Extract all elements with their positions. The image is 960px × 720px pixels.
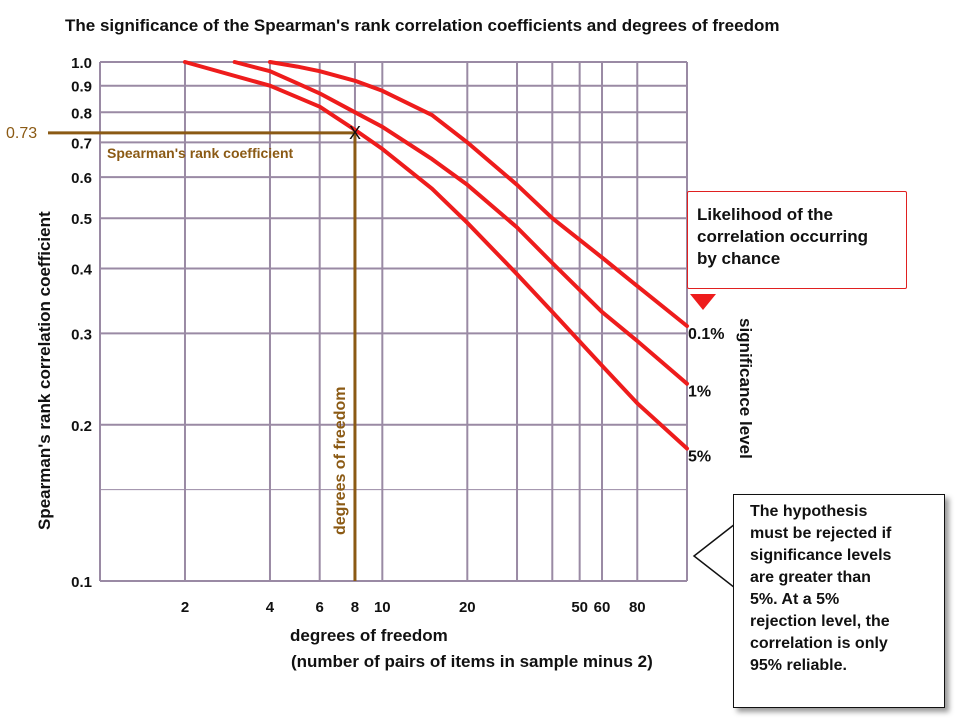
- y-axis-label: Spearman's rank correlation coefficient: [35, 211, 54, 530]
- x-tick-labels: 2 4 6 8 10 20 50 60 80: [181, 599, 646, 616]
- y-tick-label: 0.6: [71, 170, 92, 187]
- likelihood-line: correlation occurring: [697, 227, 868, 246]
- rejection-line: The hypothesis: [750, 503, 868, 520]
- grid-lines: [99, 61, 688, 582]
- rejection-line: must be rejected if: [750, 525, 892, 542]
- curve-labels: 0.1% 1% 5%: [688, 326, 724, 466]
- significance-level-label: significance level: [736, 318, 755, 459]
- marker-h-label: Spearman's rank coefficient: [107, 145, 294, 161]
- curve-series: [232, 60, 689, 386]
- y-tick-label: 0.2: [71, 418, 92, 435]
- marker-v-label: degrees of freedom: [332, 387, 349, 535]
- red-arrow-icon: [690, 294, 716, 310]
- y-tick-label: 0.7: [71, 135, 92, 152]
- plot-area: [100, 62, 687, 581]
- y-tick-labels: 0.1 0.2 0.3 0.4 0.5 0.6 0.7 0.8 0.9 1.0: [71, 55, 93, 591]
- x-tick-label: 4: [266, 599, 275, 616]
- y-tick-label: 0.3: [71, 326, 92, 343]
- x-tick-label: 6: [316, 599, 324, 616]
- series-label: 0.1%: [688, 326, 724, 343]
- y-tick-label: 0.4: [71, 262, 93, 279]
- x-tick-label: 60: [594, 599, 611, 616]
- rejection-line: are greater than: [750, 569, 871, 586]
- curve-series: [268, 60, 689, 328]
- y-tick-label: 0.5: [71, 211, 92, 228]
- rejection-line: 95% reliable.: [750, 657, 847, 674]
- rejection-line: rejection level, the: [750, 613, 890, 630]
- x-tick-label: 80: [629, 599, 646, 616]
- marker-y-label: 0.73: [6, 125, 37, 142]
- callout-pointer: [692, 522, 736, 590]
- significance-curves: [183, 60, 689, 451]
- curve-series: [183, 60, 689, 451]
- x-axis-label: degrees of freedom: [290, 626, 448, 645]
- x-tick-label: 20: [459, 599, 476, 616]
- chart-title: The significance of the Spearman's rank …: [65, 16, 779, 35]
- x-axis-sublabel: (number of pairs of items in sample minu…: [291, 652, 653, 671]
- marker-x-symbol: X: [349, 123, 361, 143]
- likelihood-callout: Likelihood of the correlation occurring …: [687, 191, 907, 289]
- x-tick-label: 8: [351, 599, 359, 616]
- rejection-line: correlation is only: [750, 635, 888, 652]
- rejection-callout: The hypothesis must be rejected if signi…: [733, 494, 945, 708]
- rejection-line: significance levels: [750, 547, 892, 564]
- y-tick-label: 0.8: [71, 105, 92, 122]
- x-tick-label: 50: [571, 599, 588, 616]
- y-tick-label: 1.0: [71, 55, 92, 72]
- rejection-line: 5%. At a 5%: [750, 591, 840, 608]
- series-label: 5%: [688, 449, 711, 466]
- y-tick-label: 0.9: [71, 79, 92, 96]
- likelihood-line: by chance: [697, 249, 781, 268]
- marker-guides: [48, 131, 357, 581]
- y-tick-label: 0.1: [71, 574, 92, 591]
- series-label: 1%: [688, 384, 711, 401]
- likelihood-line: Likelihood of the: [697, 205, 833, 224]
- x-tick-label: 10: [374, 599, 391, 616]
- x-tick-label: 2: [181, 599, 189, 616]
